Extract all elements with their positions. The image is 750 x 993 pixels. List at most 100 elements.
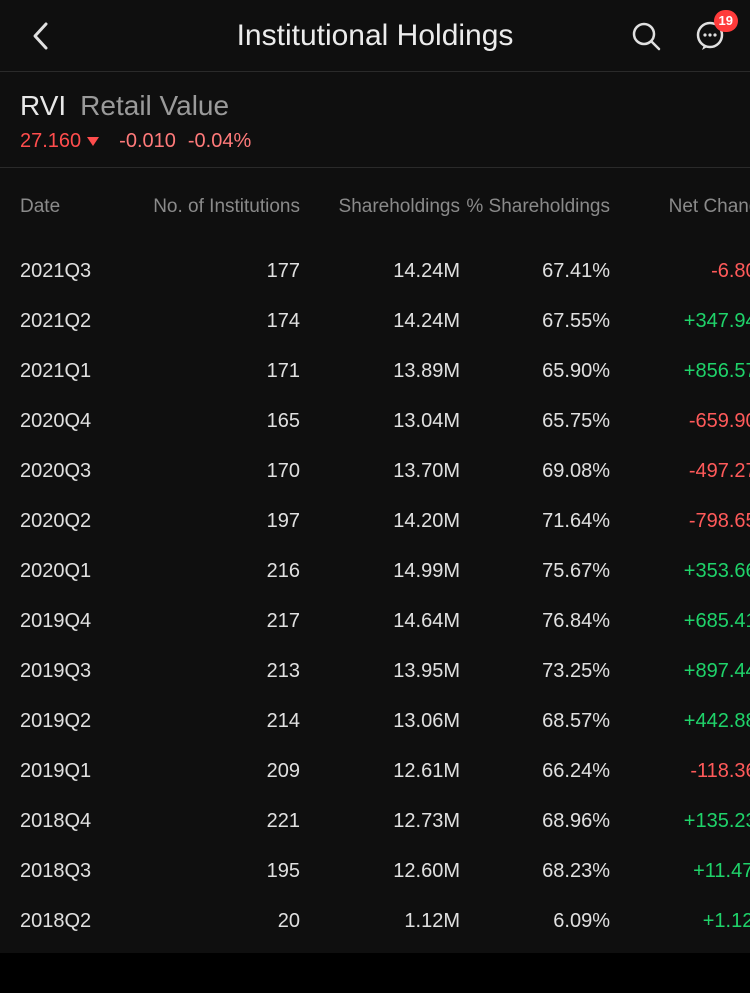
cell-shareholdings: 13.95M	[300, 660, 460, 683]
cell-shareholdings: 13.04M	[300, 410, 460, 433]
arrow-down-icon	[87, 137, 99, 146]
ticker-summary: RVI Retail Value 27.160 -0.010 -0.04%	[0, 72, 750, 168]
ticker-change-abs: -0.010	[119, 130, 176, 153]
cell-date: 2020Q4	[20, 410, 150, 433]
cell-net-change: -6.80K	[610, 260, 750, 283]
notification-badge: 19	[714, 10, 738, 32]
cell-institutions: 170	[150, 460, 300, 483]
cell-pct: 76.84%	[460, 610, 610, 633]
cell-institutions: 20	[150, 910, 300, 933]
ticker-name: Retail Value	[80, 90, 229, 122]
table-row[interactable]: 2020Q219714.20M71.64%-798.65K	[0, 496, 750, 546]
cell-net-change: +135.23K	[610, 810, 750, 833]
cell-pct: 73.25%	[460, 660, 610, 683]
table-row[interactable]: 2018Q319512.60M68.23%+11.47M	[0, 846, 750, 896]
table-row[interactable]: 2021Q217414.24M67.55%+347.94K	[0, 296, 750, 346]
cell-shareholdings: 14.20M	[300, 510, 460, 533]
cell-net-change: +1.12M	[610, 910, 750, 933]
cell-net-change: +442.88K	[610, 710, 750, 733]
cell-date: 2020Q1	[20, 560, 150, 583]
cell-shareholdings: 14.24M	[300, 260, 460, 283]
cell-institutions: 174	[150, 310, 300, 333]
table-row[interactable]: 2019Q221413.06M68.57%+442.88K	[0, 696, 750, 746]
cell-date: 2020Q3	[20, 460, 150, 483]
table-row[interactable]: 2020Q121614.99M75.67%+353.66K	[0, 546, 750, 596]
cell-institutions: 216	[150, 560, 300, 583]
cell-date: 2021Q1	[20, 360, 150, 383]
cell-shareholdings: 13.89M	[300, 360, 460, 383]
cell-institutions: 221	[150, 810, 300, 833]
table-row[interactable]: 2019Q120912.61M66.24%-118.36K	[0, 746, 750, 796]
cell-net-change: -659.90K	[610, 410, 750, 433]
cell-date: 2018Q4	[20, 810, 150, 833]
cell-shareholdings: 1.12M	[300, 910, 460, 933]
ticker-price: 27.160	[20, 130, 81, 153]
cell-shareholdings: 14.99M	[300, 560, 460, 583]
page-title: Institutional Holdings	[237, 19, 514, 53]
table-header: Date No. of Institutions Shareholdings %…	[0, 168, 750, 246]
cell-date: 2021Q3	[20, 260, 150, 283]
cell-net-change: +353.66K	[610, 560, 750, 583]
search-button[interactable]	[626, 16, 666, 56]
cell-shareholdings: 12.60M	[300, 860, 460, 883]
col-shareholdings: Shareholdings	[300, 195, 460, 219]
col-pct: % Shareholdings	[460, 195, 610, 219]
cell-date: 2021Q2	[20, 310, 150, 333]
cell-net-change: -118.36K	[610, 760, 750, 783]
header-actions: 19	[626, 16, 730, 56]
table-row[interactable]: 2021Q317714.24M67.41%-6.80K	[0, 246, 750, 296]
back-button[interactable]	[20, 16, 60, 56]
cell-pct: 67.55%	[460, 310, 610, 333]
cell-institutions: 195	[150, 860, 300, 883]
search-icon	[631, 21, 661, 51]
cell-shareholdings: 14.64M	[300, 610, 460, 633]
cell-date: 2020Q2	[20, 510, 150, 533]
cell-date: 2018Q2	[20, 910, 150, 933]
table-row[interactable]: 2019Q321313.95M73.25%+897.44K	[0, 646, 750, 696]
ticker-symbol: RVI	[20, 90, 66, 122]
cell-shareholdings: 14.24M	[300, 310, 460, 333]
table-row[interactable]: 2019Q421714.64M76.84%+685.41K	[0, 596, 750, 646]
messages-button[interactable]: 19	[690, 16, 730, 56]
col-institutions: No. of Institutions	[150, 195, 300, 219]
table-row[interactable]: 2018Q2201.12M6.09%+1.12M	[0, 896, 750, 946]
cell-net-change: +856.57K	[610, 360, 750, 383]
cell-pct: 65.75%	[460, 410, 610, 433]
table-row[interactable]: 2018Q422112.73M68.96%+135.23K	[0, 796, 750, 846]
cell-net-change: -497.27K	[610, 460, 750, 483]
table-body: 2021Q317714.24M67.41%-6.80K2021Q217414.2…	[0, 246, 750, 946]
cell-institutions: 165	[150, 410, 300, 433]
cell-institutions: 214	[150, 710, 300, 733]
cell-net-change: +347.94K	[610, 310, 750, 333]
ticker-change-pct: -0.04%	[188, 130, 251, 153]
cell-date: 2019Q4	[20, 610, 150, 633]
cell-pct: 71.64%	[460, 510, 610, 533]
holdings-table: Date No. of Institutions Shareholdings %…	[0, 168, 750, 946]
chevron-left-icon	[31, 21, 49, 51]
cell-pct: 68.57%	[460, 710, 610, 733]
cell-pct: 69.08%	[460, 460, 610, 483]
col-date: Date	[20, 195, 150, 219]
cell-institutions: 213	[150, 660, 300, 683]
cell-date: 2019Q3	[20, 660, 150, 683]
cell-net-change: +11.47M	[610, 860, 750, 883]
cell-institutions: 171	[150, 360, 300, 383]
cell-shareholdings: 12.73M	[300, 810, 460, 833]
col-net-change: Net Change	[610, 195, 750, 219]
cell-pct: 75.67%	[460, 560, 610, 583]
bottom-bar	[0, 953, 750, 993]
cell-date: 2019Q1	[20, 760, 150, 783]
cell-institutions: 209	[150, 760, 300, 783]
cell-net-change: -798.65K	[610, 510, 750, 533]
table-row[interactable]: 2020Q416513.04M65.75%-659.90K	[0, 396, 750, 446]
cell-date: 2019Q2	[20, 710, 150, 733]
cell-net-change: +897.44K	[610, 660, 750, 683]
cell-shareholdings: 12.61M	[300, 760, 460, 783]
cell-institutions: 197	[150, 510, 300, 533]
cell-date: 2018Q3	[20, 860, 150, 883]
table-row[interactable]: 2020Q317013.70M69.08%-497.27K	[0, 446, 750, 496]
table-row[interactable]: 2021Q117113.89M65.90%+856.57K	[0, 346, 750, 396]
cell-institutions: 177	[150, 260, 300, 283]
cell-pct: 65.90%	[460, 360, 610, 383]
cell-net-change: +685.41K	[610, 610, 750, 633]
